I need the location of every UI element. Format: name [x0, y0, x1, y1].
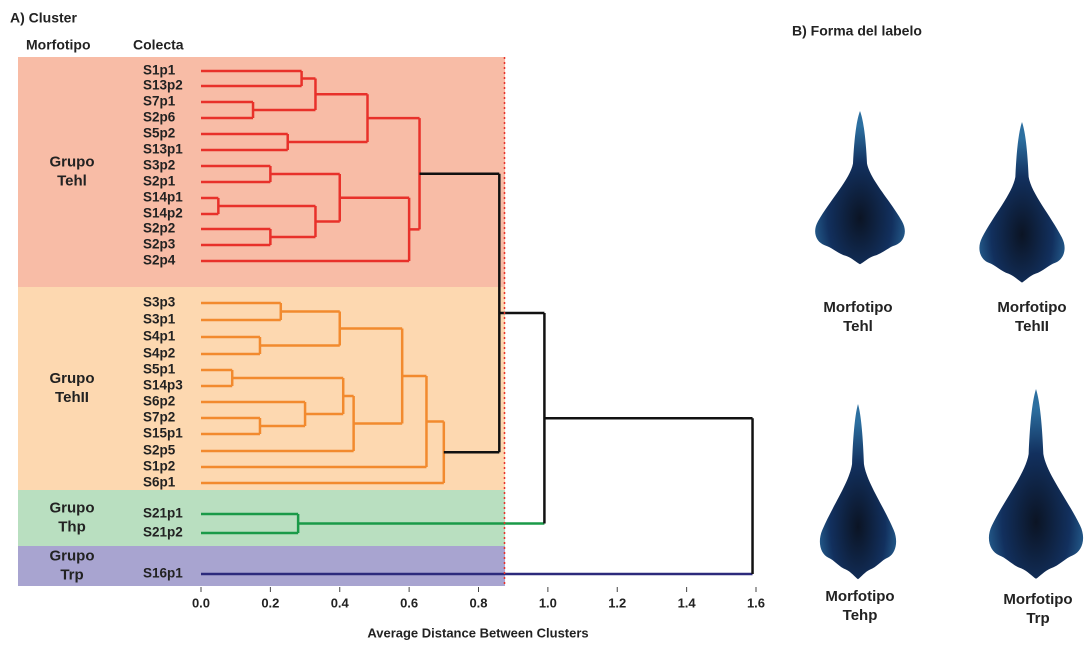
image-caption: Tehl	[843, 318, 873, 335]
leaf-label: S6p1	[143, 475, 176, 490]
group-label: Grupo	[50, 370, 95, 387]
image-caption: TehII	[1015, 318, 1049, 335]
image-caption: Trp	[1026, 610, 1049, 627]
leaf-label: S2p4	[143, 253, 176, 268]
leaf-label: S13p1	[143, 142, 183, 157]
x-tick-label: 0.4	[331, 595, 350, 610]
leaf-label: S3p2	[143, 158, 175, 173]
image-caption: Tehp	[843, 607, 878, 624]
group-band	[18, 57, 505, 287]
leaf-label: S14p2	[143, 206, 183, 221]
group-band	[18, 490, 505, 546]
leaf-label: S16p1	[143, 566, 183, 581]
image-caption: Morfotipo	[997, 299, 1066, 316]
leaf-label: S15p1	[143, 426, 183, 441]
leaf-label: S5p1	[143, 362, 176, 377]
group-label: Grupo	[50, 547, 95, 564]
x-axis-label: Average Distance Between Clusters	[367, 625, 588, 640]
leaf-label: S14p1	[143, 190, 183, 205]
panel-title: A) Cluster	[10, 10, 77, 26]
panel-title: B) Forma del labelo	[792, 23, 922, 39]
group-band	[18, 287, 505, 490]
leaf-label: S2p3	[143, 237, 176, 252]
leaf-label: S7p2	[143, 410, 175, 425]
leaf-label: S21p1	[143, 506, 183, 521]
column-header: Morfotipo	[26, 37, 91, 53]
x-tick-label: 1.2	[608, 595, 626, 610]
labelo-image	[820, 404, 896, 579]
leaf-label: S4p1	[143, 329, 176, 344]
group-label: Grupo	[50, 499, 95, 516]
leaf-label: S21p2	[143, 525, 183, 540]
image-caption: Morfotipo	[823, 299, 892, 316]
x-tick-label: 0.0	[192, 595, 210, 610]
leaf-label: S4p2	[143, 346, 175, 361]
group-label: Trp	[60, 566, 83, 583]
x-tick-label: 1.4	[678, 595, 697, 610]
labelo-image	[989, 389, 1083, 579]
column-header: Colecta	[133, 37, 184, 53]
group-label: Tehl	[57, 172, 87, 189]
group-label: Grupo	[50, 153, 95, 170]
group-label: TehII	[55, 389, 89, 406]
leaf-label: S3p3	[143, 295, 176, 310]
image-caption: Morfotipo	[825, 588, 894, 605]
leaf-label: S6p2	[143, 394, 175, 409]
x-tick-label: 1.0	[539, 595, 557, 610]
x-tick-label: 0.6	[400, 595, 418, 610]
x-tick-label: 1.6	[747, 595, 765, 610]
leaf-label: S14p3	[143, 378, 183, 393]
leaf-label: S13p2	[143, 78, 183, 93]
leaf-label: S1p2	[143, 459, 175, 474]
x-tick-label: 0.2	[261, 595, 279, 610]
leaf-label: S2p1	[143, 174, 176, 189]
leaf-label: S2p2	[143, 221, 175, 236]
labelo-image	[815, 111, 905, 264]
image-caption: Morfotipo	[1003, 591, 1072, 608]
x-tick-label: 0.8	[469, 595, 487, 610]
leaf-label: S1p1	[143, 63, 176, 78]
leaf-label: S7p1	[143, 94, 176, 109]
leaf-label: S3p1	[143, 312, 176, 327]
group-label: Thp	[58, 518, 86, 535]
labelo-image	[979, 122, 1064, 283]
leaf-label: S2p5	[143, 443, 176, 458]
figure: A) Cluster Morfotipo Colecta Average Dis…	[0, 0, 1084, 645]
leaf-label: S5p2	[143, 126, 175, 141]
leaf-label: S2p6	[143, 110, 176, 125]
